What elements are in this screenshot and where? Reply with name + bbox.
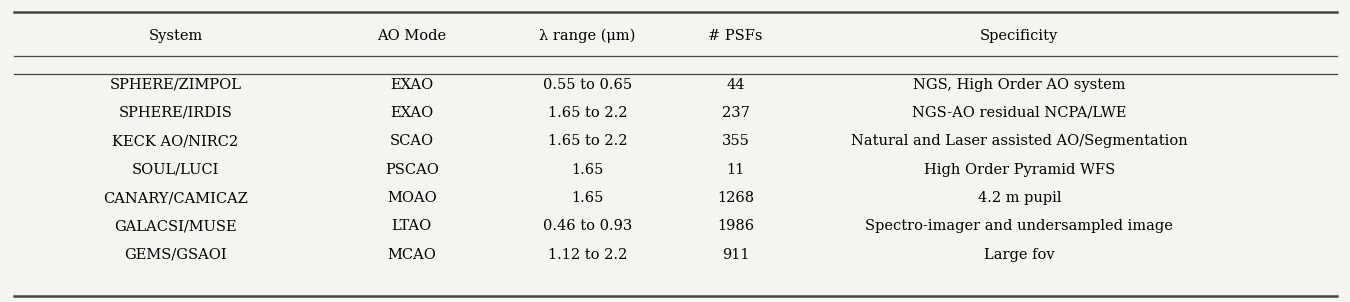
Text: 0.55 to 0.65: 0.55 to 0.65 <box>543 78 632 92</box>
Text: 11: 11 <box>726 163 745 177</box>
Text: # PSFs: # PSFs <box>709 29 763 43</box>
Text: AO Mode: AO Mode <box>377 29 447 43</box>
Text: PSCAO: PSCAO <box>385 163 439 177</box>
Text: Natural and Laser assisted AO/Segmentation: Natural and Laser assisted AO/Segmentati… <box>850 134 1188 148</box>
Text: SOUL/LUCI: SOUL/LUCI <box>132 163 219 177</box>
Text: 1.12 to 2.2: 1.12 to 2.2 <box>548 248 626 262</box>
Text: CANARY/CAMICAZ: CANARY/CAMICAZ <box>103 191 248 205</box>
Text: 355: 355 <box>722 134 749 148</box>
Text: 1.65: 1.65 <box>571 191 603 205</box>
Text: Large fov: Large fov <box>984 248 1054 262</box>
Text: 1.65: 1.65 <box>571 163 603 177</box>
Text: EXAO: EXAO <box>390 78 433 92</box>
Text: EXAO: EXAO <box>390 106 433 120</box>
Text: 1.65 to 2.2: 1.65 to 2.2 <box>548 106 626 120</box>
Text: 4.2 m pupil: 4.2 m pupil <box>977 191 1061 205</box>
Text: GEMS/GSAOI: GEMS/GSAOI <box>124 248 227 262</box>
Text: Spectro-imager and undersampled image: Spectro-imager and undersampled image <box>865 220 1173 233</box>
Text: NGS-AO residual NCPA/LWE: NGS-AO residual NCPA/LWE <box>913 106 1126 120</box>
Text: λ range (μm): λ range (μm) <box>539 29 636 43</box>
Text: 0.46 to 0.93: 0.46 to 0.93 <box>543 220 632 233</box>
Text: 911: 911 <box>722 248 749 262</box>
Text: High Order Pyramid WFS: High Order Pyramid WFS <box>923 163 1115 177</box>
Text: Specificity: Specificity <box>980 29 1058 43</box>
Text: MOAO: MOAO <box>387 191 436 205</box>
Text: 44: 44 <box>726 78 745 92</box>
Text: 1.65 to 2.2: 1.65 to 2.2 <box>548 134 626 148</box>
Text: 1986: 1986 <box>717 220 755 233</box>
Text: SCAO: SCAO <box>390 134 433 148</box>
Text: MCAO: MCAO <box>387 248 436 262</box>
Text: KECK AO/NIRC2: KECK AO/NIRC2 <box>112 134 239 148</box>
Text: SPHERE/ZIMPOL: SPHERE/ZIMPOL <box>109 78 242 92</box>
Text: GALACSI/MUSE: GALACSI/MUSE <box>115 220 236 233</box>
Text: 237: 237 <box>722 106 749 120</box>
Text: 1268: 1268 <box>717 191 755 205</box>
Text: SPHERE/IRDIS: SPHERE/IRDIS <box>119 106 232 120</box>
Text: LTAO: LTAO <box>392 220 432 233</box>
Text: NGS, High Order AO system: NGS, High Order AO system <box>913 78 1126 92</box>
Text: System: System <box>148 29 202 43</box>
